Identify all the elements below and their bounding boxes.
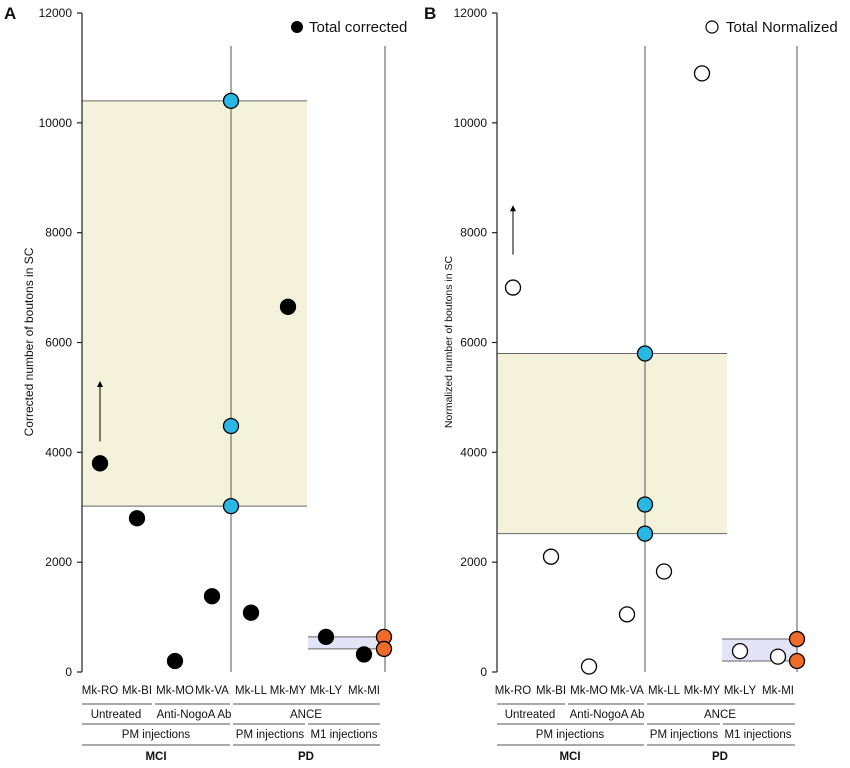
x-tick-label: Mk-MO (156, 685, 194, 697)
data-point (203, 588, 221, 605)
y-tick-label: 2000 (45, 555, 72, 569)
y-tick-label: 4000 (460, 445, 487, 459)
x-tick-label: Mk-LY (310, 685, 343, 697)
x-tick-label: Mk-MI (348, 685, 380, 697)
panel-a-label-mci: MCI (145, 751, 166, 763)
data-point (731, 642, 749, 660)
y-tick-label: 6000 (45, 336, 72, 350)
data-point (693, 65, 711, 82)
panel-a-y-axis-label: Corrected number of boutons in SC (22, 247, 36, 436)
panel-a-label-ance: ANCE (290, 709, 322, 721)
panel-b-label: B (424, 4, 436, 23)
panel-b-y-ticks: 0 2000 4000 6000 8000 10000 12000 (454, 6, 497, 679)
treated-range-point (636, 345, 654, 362)
panel-a-label-anti-nogo: Anti-NogoA Ab (157, 709, 232, 721)
y-tick-label: 10000 (454, 116, 488, 130)
panel-b-group-annotations: Untreated Anti-NogoA Ab ANCE PM injectio… (497, 703, 795, 763)
y-tick-label: 10000 (39, 116, 73, 130)
panel-b-arrow (510, 205, 516, 255)
x-tick-label: Mk-MO (570, 685, 608, 697)
y-tick-label: 2000 (460, 555, 487, 569)
data-point (242, 604, 260, 621)
pd-range-point (375, 640, 393, 658)
x-tick-label: Mk-LL (648, 685, 681, 697)
panel-a-label-pm-pd: PM injections (236, 729, 305, 741)
panel-a-arrow (97, 380, 103, 442)
panel-b-label-untreated: Untreated (505, 709, 556, 721)
panel-b-legend: Total Normalized (705, 19, 838, 36)
data-point (91, 455, 109, 472)
panel-b-label-ance: ANCE (704, 709, 736, 721)
panel-a-legend-marker (291, 21, 303, 33)
y-tick-label: 0 (480, 665, 487, 679)
x-tick-label: Mk-MY (684, 685, 721, 697)
panel-a: A 0 2000 4000 6000 8000 10000 12000 Corrected … (4, 4, 407, 763)
panel-b: B 0 2000 4000 6000 8000 10000 12000 Normalized… (424, 4, 838, 763)
treated-range-point (222, 417, 240, 435)
treated-range-point (222, 498, 240, 515)
pd-range-point (788, 652, 806, 670)
data-point (355, 646, 373, 663)
x-tick-label: Mk-VA (195, 685, 229, 697)
panel-b-label-pm-mci: PM injections (536, 729, 605, 741)
x-tick-label: Mk-MI (762, 685, 794, 697)
panel-a-label-pd: PD (298, 751, 314, 763)
y-tick-label: 6000 (460, 336, 487, 350)
x-tick-label: Mk-LL (235, 685, 268, 697)
y-tick-label: 0 (65, 665, 72, 679)
panel-b-y-axis-label: Normalized number of boutons in SC (443, 256, 455, 429)
panel-a-mci-band (82, 100, 307, 507)
treated-range-point (222, 92, 240, 110)
panel-b-label-m1-pd: M1 injections (724, 729, 791, 741)
y-tick-label: 12000 (39, 6, 73, 20)
data-point (580, 658, 598, 675)
data-point (769, 648, 787, 665)
x-tick-label: Mk-MY (270, 685, 307, 697)
x-tick-label: Mk-BI (122, 685, 152, 697)
y-tick-label: 8000 (460, 226, 487, 240)
treated-range-point (636, 496, 654, 513)
panel-a-label-m1-pd: M1 injections (310, 729, 377, 741)
panel-b-x-tick-labels: Mk-RO Mk-BI Mk-MO Mk-VA Mk-LL Mk-MY Mk-LY Mk-MI (495, 685, 794, 697)
treated-range-point (636, 525, 654, 542)
x-tick-label: Mk-LY (724, 685, 757, 697)
panel-b-label-pm-pd: PM injections (650, 729, 719, 741)
panel-a-label: A (4, 4, 16, 23)
data-point (542, 548, 560, 565)
data-point (279, 298, 297, 315)
arrow-head (97, 380, 103, 387)
panel-b-points (504, 65, 806, 675)
panel-a-legend: Total corrected (291, 19, 407, 36)
data-point (317, 628, 335, 646)
x-tick-label: Mk-RO (82, 685, 118, 697)
panel-a-group-annotations: Untreated Anti-NogoA Ab ANCE PM injectio… (82, 703, 380, 763)
panel-b-label-pd: PD (712, 751, 728, 763)
y-tick-label: 4000 (45, 445, 72, 459)
panel-b-legend-label: Total Normalized (726, 19, 838, 36)
data-point (166, 652, 184, 670)
y-tick-label: 8000 (45, 226, 72, 240)
data-point (504, 279, 522, 296)
data-point (128, 510, 146, 527)
y-tick-label: 12000 (454, 6, 488, 20)
panel-a-legend-label: Total corrected (309, 19, 407, 36)
panel-b-label-mci: MCI (559, 751, 580, 763)
x-tick-label: Mk-RO (495, 685, 531, 697)
panel-a-label-untreated: Untreated (91, 709, 142, 721)
pd-range-point (788, 630, 806, 648)
panel-b-legend-marker (705, 20, 719, 34)
data-point (618, 606, 636, 623)
panel-b-mci-band (497, 353, 727, 534)
x-tick-label: Mk-VA (610, 685, 644, 697)
panel-b-label-anti-nogo: Anti-NogoA Ab (570, 709, 645, 721)
data-point (655, 563, 673, 580)
panel-a-points (91, 92, 393, 670)
panel-a-label-pm-mci: PM injections (122, 729, 191, 741)
panel-a-x-tick-labels: Mk-RO Mk-BI Mk-MO Mk-VA Mk-LL Mk-MY Mk-LY Mk-MI (82, 685, 380, 697)
panel-a-y-ticks: 0 2000 4000 6000 8000 10000 12000 (39, 6, 82, 679)
arrow-head (510, 205, 516, 212)
x-tick-label: Mk-BI (536, 685, 566, 697)
